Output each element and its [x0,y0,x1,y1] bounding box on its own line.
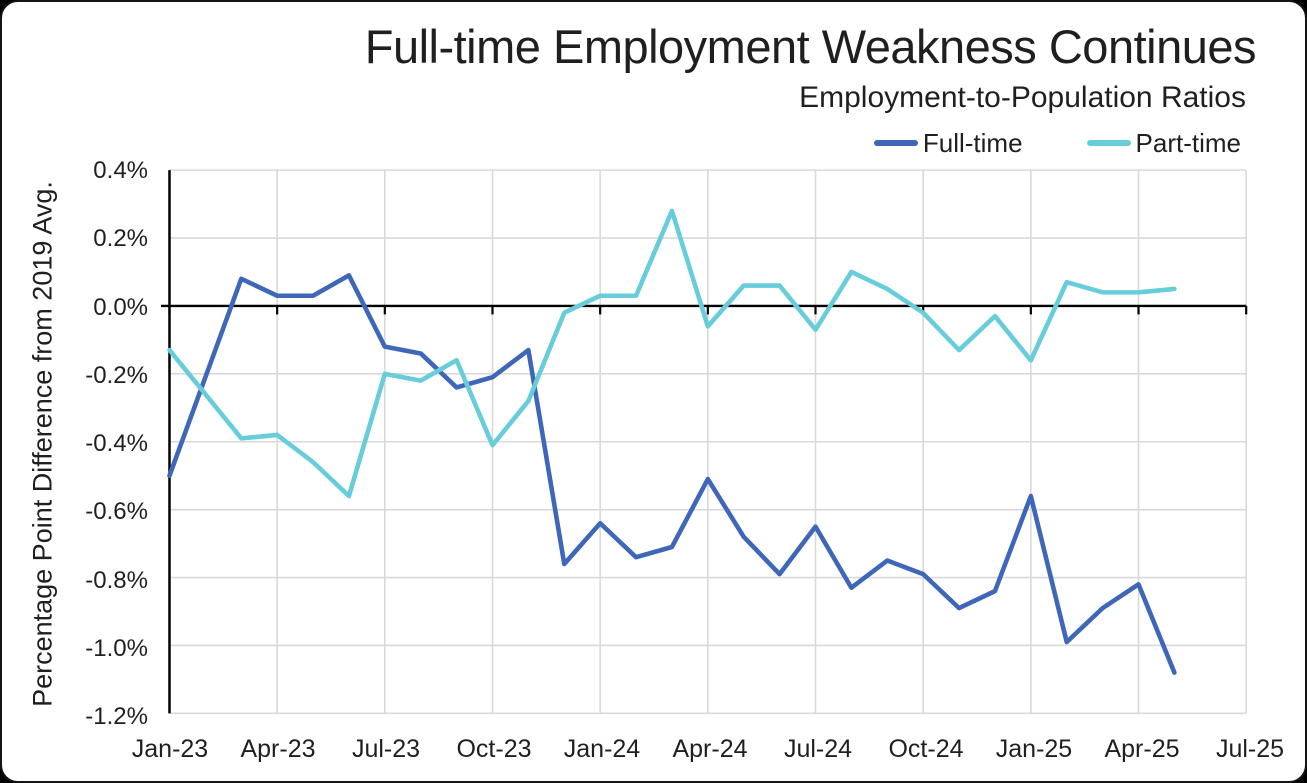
y-tick-label: 0.4% [93,157,148,184]
x-tick-label: Jul-23 [351,735,421,763]
y-tick-label: -0.6% [85,498,148,526]
legend-label-part-time: Part-time [1135,127,1241,158]
chart-title: Full-time Employment Weakness Continues [364,20,1257,73]
x-tick-label: Jul-24 [783,735,853,763]
y-tick-label: -1.2% [85,703,148,730]
full-time-line-swatch [873,140,918,146]
y-tick-label: 0.0% [93,293,148,321]
y-tick-label: -0.8% [85,566,148,594]
vertical-gridlines [276,170,1247,714]
y-tick-label: -0.4% [85,430,148,457]
legend-label-full-time: Full-time [922,127,1023,158]
x-tick-label: Jan-23 [131,735,209,763]
series-line-full-time [167,273,1177,675]
y-tick-label: -0.2% [85,361,148,389]
x-tick-label: Jul-25 [1215,735,1285,763]
legend-item-part-time: Part-time [1086,127,1241,159]
legend: Full-time Part-time [873,126,1241,160]
series-lines [167,208,1177,675]
chart-subtitle: Employment-to-Population Ratios [799,81,1246,114]
x-tick-label: Apr-23 [240,735,316,763]
x-tick-label: Apr-25 [1104,735,1180,763]
series-line-part-time [167,208,1177,499]
x-tick-label: Apr-24 [672,735,748,763]
x-axis-tick-marks [168,305,1248,315]
x-tick-label: Oct-23 [456,735,532,763]
x-tick-label: Oct-24 [888,735,964,763]
y-tick-label: -1.0% [85,634,148,662]
x-tick-label: Jan-24 [563,735,641,763]
y-tick-label: 0.2% [93,225,148,253]
part-time-line-swatch [1086,140,1131,146]
legend-item-full-time: Full-time [873,127,1023,159]
x-tick-label: Jan-25 [995,735,1073,763]
